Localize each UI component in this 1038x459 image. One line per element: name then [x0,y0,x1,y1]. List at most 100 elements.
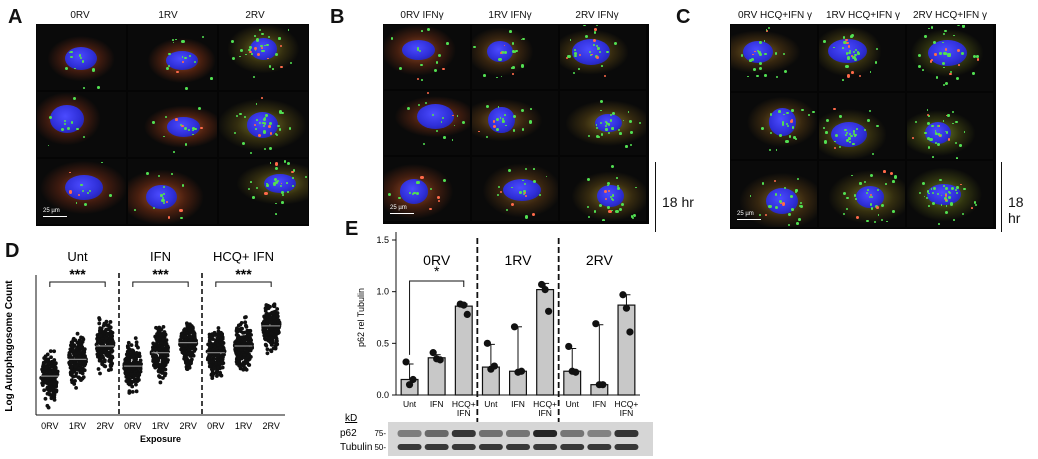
puncta-dot [957,25,960,26]
puncta-dot [445,42,449,46]
puncta-dot [437,53,441,57]
significance-bracket [132,281,189,287]
puncta-dot [191,127,195,131]
puncta-dot [187,128,190,131]
data-point [238,329,243,334]
puncta-dot [843,213,846,216]
data-point [244,367,249,372]
puncta-dot [596,46,600,50]
puncta-dot [631,216,634,220]
puncta-dot [924,131,927,135]
puncta-dot [883,170,886,173]
data-point [517,367,526,375]
puncta-dot [200,126,203,130]
puncta-dot [774,205,778,209]
data-point [103,364,108,369]
significance-bracket [409,280,465,355]
blot-band [506,444,530,450]
x-axis-label: Exposure [140,434,181,444]
puncta-dot [286,162,290,165]
puncta-dot [287,28,290,31]
puncta-dot [945,131,948,134]
puncta-dot [938,223,941,226]
puncta-dot [272,68,274,70]
data-point [241,367,246,372]
puncta-dot [927,137,931,141]
data-point [216,343,220,347]
puncta-dot [254,35,257,37]
puncta-dot [638,121,642,125]
puncta-dot [269,132,273,136]
puncta-dot [47,144,50,147]
puncta-dot [163,193,165,195]
puncta-dot [938,125,941,127]
puncta-dot [266,184,269,187]
data-point [55,369,60,374]
bar [617,304,636,396]
data-point [219,355,223,360]
puncta-dot [775,148,778,151]
data-point [52,382,57,387]
puncta-dot [567,54,571,59]
data-point [96,367,101,371]
puncta-dot [791,126,795,129]
data-point [243,320,248,325]
data-point [269,326,274,331]
puncta-dot [848,50,851,53]
puncta-dot [764,52,767,55]
puncta-dot [877,214,880,216]
puncta-dot [876,124,879,128]
puncta-dot [496,76,498,79]
data-point [192,333,197,338]
puncta-dot [846,196,849,200]
puncta-dot [157,174,161,177]
puncta-dot [617,187,620,190]
puncta-dot [799,204,802,207]
panel-b-time-bracket [655,162,656,232]
puncta-dot [959,144,963,148]
puncta-dot [607,184,609,187]
puncta-dot [949,192,952,195]
puncta-dot [780,202,783,205]
data-point [79,335,83,340]
puncta-dot [262,124,265,127]
puncta-dot [181,56,184,59]
puncta-dot [184,143,187,146]
puncta-dot [202,36,205,39]
puncta-dot [795,191,798,193]
puncta-dot [925,197,928,200]
puncta-dot [604,125,608,128]
puncta-dot [251,53,253,55]
data-point [107,346,112,351]
puncta-dot [499,190,503,194]
puncta-dot [171,38,174,41]
data-point [208,353,213,358]
data-point [110,348,115,353]
data-point [265,313,270,318]
puncta-dot [249,50,252,53]
data-point [220,332,225,337]
puncta-dot [945,52,947,55]
y-axis-label: Log Autophagosome Count [4,280,15,412]
x-tick-label: 2RV [179,421,196,431]
puncta-dot [856,215,860,220]
puncta-dot [796,221,799,225]
puncta-dot [845,208,848,211]
puncta-dot [935,76,939,79]
puncta-dot [172,41,175,44]
puncta-dot [473,45,477,49]
puncta-dot [604,197,608,201]
data-point [237,338,241,343]
data-point [130,384,135,389]
puncta-dot [280,184,283,188]
puncta-dot [595,123,598,126]
puncta-dot [853,194,857,197]
puncta-dot [940,194,943,197]
data-point [160,345,165,349]
puncta-dot [256,186,259,190]
puncta-dot [70,55,73,58]
puncta-dot [532,179,536,183]
puncta-dot [595,44,598,47]
puncta-dot [292,169,296,172]
puncta-dot [789,194,793,198]
